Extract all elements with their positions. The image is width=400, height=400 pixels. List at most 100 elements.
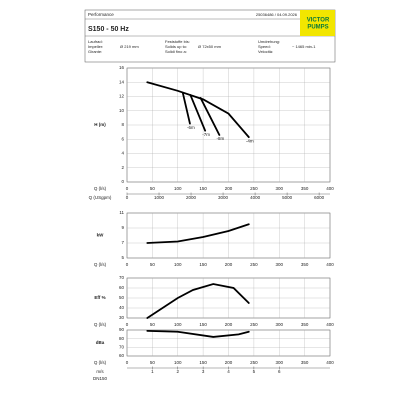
field-label: Solidi fino a: [165,49,187,54]
x-tick-label: 300 [275,360,283,365]
curve-label: -7m [202,132,210,137]
model: S150 - 50 Hz [88,26,129,33]
field-label: Velocità: [258,49,273,54]
x-tick-label: 100 [174,186,182,191]
x2-tick-label: 4 [227,369,230,374]
y-tick-label: 9 [121,225,124,230]
y-tick-label: 2 [121,165,124,170]
y-tick-label: 60 [119,285,125,290]
x-tick-label: 150 [199,360,207,365]
x2-axis-label: m/s [96,369,104,374]
x2-tick-label: 2 [176,369,179,374]
curve-label: -6m [187,125,195,130]
curve [146,283,250,319]
y-tick-label: 4 [121,151,124,156]
x-axis-label: Q (l/s) [94,360,107,365]
x-tick-label: 300 [275,322,283,327]
x-tick-label: 250 [250,322,258,327]
x-tick-label: 400 [326,322,334,327]
field-label: Laufrad: [88,39,103,44]
x-tick-label: 0 [126,322,129,327]
field-value: Ø 219 mm [120,44,139,49]
y-tick-label: 11 [119,210,124,215]
x-tick-label: 250 [250,262,258,267]
x-tick-label: 50 [150,262,156,267]
x-tick-label: 250 [250,360,258,365]
y-tick-label: 70 [119,275,125,280]
x-tick-label: 200 [225,322,233,327]
x-tick-label: 350 [301,262,309,267]
x-tick-label: 300 [275,262,283,267]
x2-tick-label: 0 [126,195,129,200]
curve [146,81,250,139]
logo-text: VICTOR [307,18,330,24]
curve [146,223,250,244]
x2-tick-label: 5 [253,369,256,374]
doc-number: 25036486 / 04.09.2026 [256,12,298,17]
field-value: Ø 72x50 mm [198,44,222,49]
field-label: Feststoffe bis: [165,39,190,44]
x-tick-label: 350 [301,186,309,191]
x-tick-label: 200 [225,186,233,191]
y-tick-label: 8 [121,122,124,127]
y-tick-label: 80 [119,336,125,341]
y-tick-label: 30 [119,315,125,320]
field-value: ~ 1465 min-1 [292,44,316,49]
y-axis-label: Eff % [94,295,105,300]
y-axis-label: dBa [96,340,105,345]
curve [146,329,250,338]
x2-axis-label: Q (USgpm) [89,195,112,200]
x-tick-label: 100 [174,360,182,365]
x-tick-label: 400 [326,360,334,365]
y-tick-label: 40 [119,305,125,310]
x-tick-label: 300 [275,186,283,191]
x-tick-label: 400 [326,186,334,191]
y-tick-label: 6 [121,136,124,141]
x-tick-label: 100 [174,262,182,267]
x-axis-label: Q (l/s) [94,322,107,327]
y-axis-label: kW [97,233,105,238]
y-tick-label: 70 [119,345,125,350]
x-axis-label: Q (l/s) [94,262,107,267]
y-tick-label: 0 [121,179,124,184]
y-tick-label: 16 [119,65,125,70]
x-tick-label: 50 [150,360,156,365]
y-axis-label: H (m) [94,122,106,127]
x-tick-label: 400 [326,262,334,267]
y-tick-label: 14 [119,79,125,84]
x-axis-label: Q (l/s) [94,186,107,191]
y-tick-label: 60 [119,353,125,358]
x-tick-label: 350 [301,360,309,365]
curve-label: -8m [216,136,224,141]
logo [300,10,335,36]
header: Performance 25036486 / 04.09.2026 VICTOR… [84,9,336,63]
x2-tick-label: 3000 [218,195,229,200]
x2-tick-label: 4000 [250,195,261,200]
curve [181,92,191,125]
curve-label: -4m [246,138,254,143]
x2-tick-label: 6 [278,369,281,374]
x2-tick-label: 5000 [282,195,293,200]
y-tick-label: 5 [121,255,124,260]
curve [199,97,221,136]
x-tick-label: 0 [126,262,129,267]
x-tick-label: 250 [250,186,258,191]
curve [189,94,207,132]
field-label: Girante: [88,49,102,54]
x-tick-label: 150 [199,186,207,191]
x2-tick-label: 1 [151,369,154,374]
x-tick-label: 0 [126,360,129,365]
x-tick-label: 200 [225,262,233,267]
x-tick-label: 350 [301,322,309,327]
y-tick-label: 10 [119,108,125,113]
field-label: Speed: [258,44,271,49]
y-tick-label: 7 [121,240,124,245]
x2-tick-label: 2000 [186,195,197,200]
x2-tick-label: 3 [202,369,205,374]
x-tick-label: 50 [150,186,156,191]
x2-tick-label: 1000 [154,195,165,200]
x-tick-label: 100 [174,322,182,327]
field-label: Impeller: [88,44,103,49]
field-label: Umdrehung: [258,39,280,44]
